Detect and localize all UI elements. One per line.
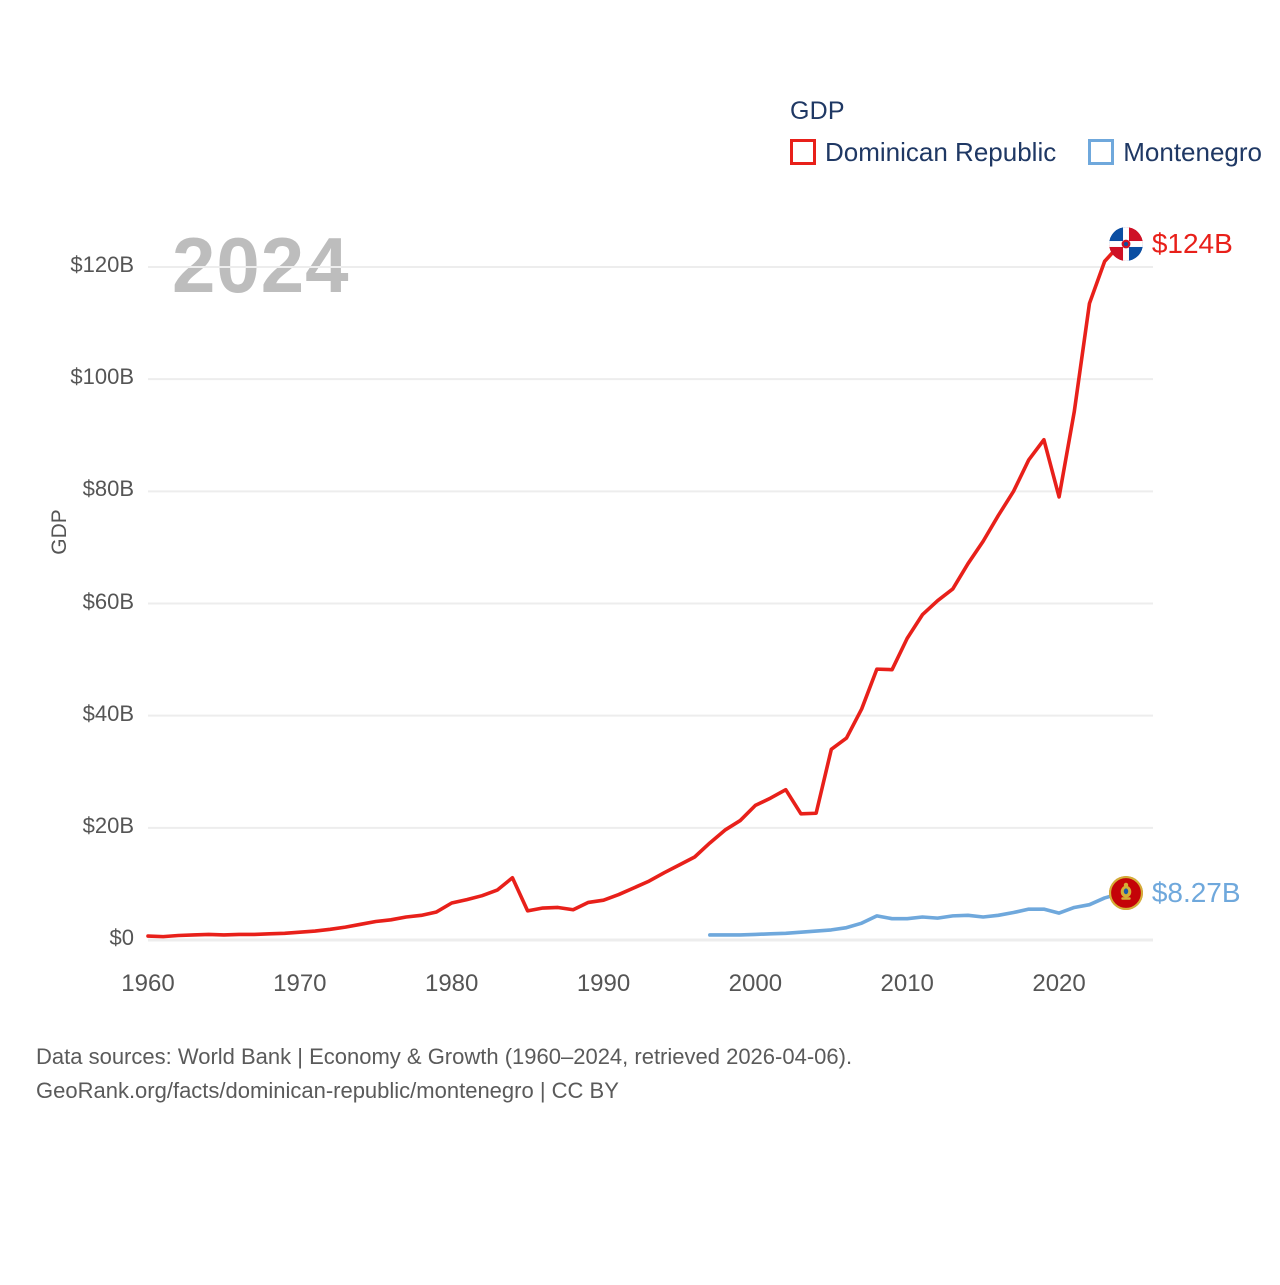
series-line-montenegro <box>708 891 1122 937</box>
y-axis-tick-label: $100B <box>70 364 134 390</box>
legend-swatch-icon-dominican-republic <box>790 139 816 165</box>
footer-attribution: GeoRank.org/facts/dominican-republic/mon… <box>36 1078 619 1104</box>
dominican-republic-flag-icon <box>1108 226 1143 261</box>
series-end-marker-dominican-republic: $124B <box>1108 226 1233 261</box>
footer-data-sources: Data sources: World Bank | Economy & Gro… <box>36 1044 853 1069</box>
montenegro-flag-icon <box>1108 875 1143 910</box>
gridlines <box>148 266 1153 942</box>
x-axis-tick-label: 1960 <box>121 970 175 997</box>
legend-label-dominican-republic: Dominican Republic <box>825 136 1057 167</box>
legend-label-montenegro: Montenegro <box>1123 136 1262 167</box>
y-axis-tick-label: $40B <box>82 700 134 726</box>
x-axis-tick-label: 1980 <box>424 970 479 997</box>
x-axis-tick-label: 2020 <box>1032 970 1086 997</box>
x-axis-tick-label: 2010 <box>880 970 934 997</box>
series-line-dominican-republic <box>146 242 1122 939</box>
chart-legend: GDP Dominican Republic Montenegro <box>790 97 1262 168</box>
x-axis-tick-label: 1990 <box>576 970 631 997</box>
y-axis-tick-label: $120B <box>70 252 134 277</box>
y-axis-tick-label: $0 <box>109 925 134 950</box>
legend-item-dominican-republic[interactable]: Dominican Republic <box>790 137 1056 168</box>
chart-footer: Data sources: World Bank | Economy & Gro… <box>36 1040 852 1108</box>
series-end-value-label: $8.27B <box>1151 876 1241 908</box>
y-axis-tick-label: $80B <box>82 476 134 502</box>
x-axis-tick-label: 1970 <box>273 970 327 997</box>
series-end-marker-montenegro: $8.27B <box>1108 875 1241 910</box>
y-axis-tick-label: $60B <box>82 588 134 614</box>
y-axis-tick-label: $20B <box>82 812 134 838</box>
legend-item-montenegro[interactable]: Montenegro <box>1088 137 1262 168</box>
series-end-value-label: $124B <box>1151 227 1233 259</box>
legend-items: Dominican Republic Montenegro <box>790 137 1262 168</box>
legend-swatch-icon-montenegro <box>1088 139 1115 165</box>
year-watermark: 2024 <box>172 221 350 309</box>
x-axis-tick-label: 2000 <box>728 970 783 997</box>
legend-title: GDP <box>790 97 845 125</box>
